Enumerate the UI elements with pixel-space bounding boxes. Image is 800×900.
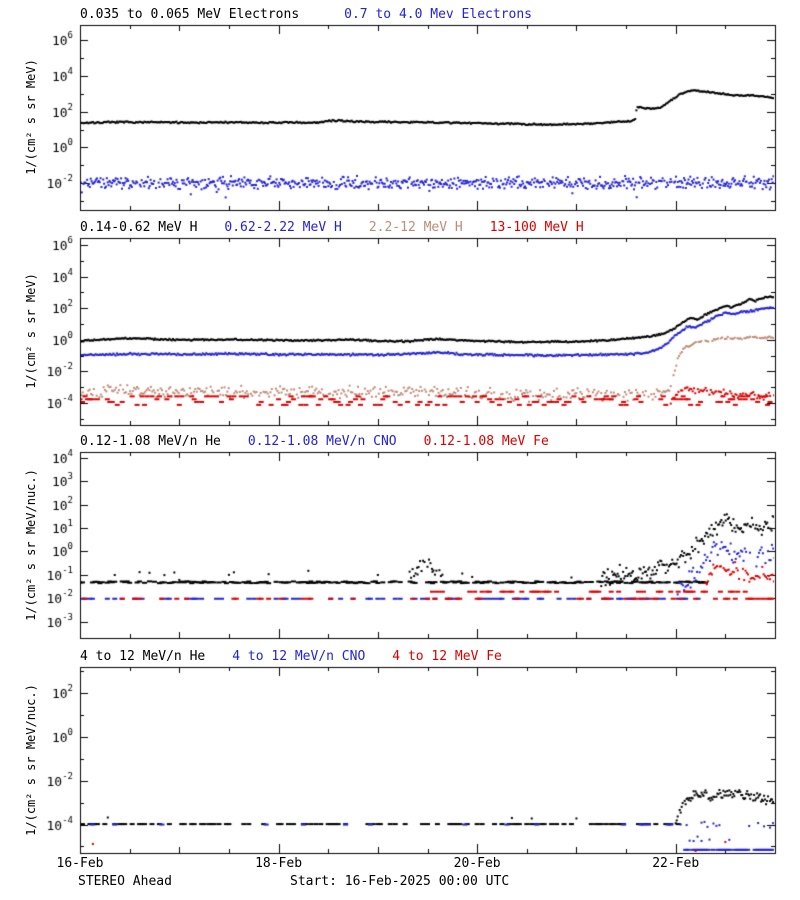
x-tick-label: 18-Feb: [255, 856, 303, 871]
start-time-label: Start: 16-Feb-2025 00:00 UTC: [290, 874, 510, 889]
panel2-y-axis-label: 1/(cm² s sr MeV): [24, 273, 38, 389]
series-title: 2.2-12 MeV H: [368, 220, 463, 235]
series-title: 0.12-1.08 MeV/n CNO: [247, 434, 397, 449]
series-title: 0.12-1.08 MeV/n He: [80, 434, 221, 449]
spacecraft-label: STEREO Ahead: [78, 874, 172, 889]
x-tick-label: 22-Feb: [652, 856, 700, 871]
x-tick-label: 20-Feb: [453, 856, 501, 871]
series-title: 4 to 12 MeV/n CNO: [232, 649, 366, 664]
series-title: 13-100 MeV H: [489, 220, 584, 235]
series-title: 0.62-2.22 MeV H: [224, 220, 342, 235]
panel1-y-axis-label: 1/(cm² s sr MeV): [24, 59, 38, 175]
series-title: 0.14-0.62 MeV H: [80, 220, 198, 235]
series-title: 0.035 to 0.065 MeV Electrons: [80, 7, 300, 22]
panel2-title-row: 0.14-0.62 MeV H 0.62-2.22 MeV H 2.2-12 MeV…: [80, 220, 584, 236]
panel4-title-row: 4 to 12 MeV/n He 4 to 12 MeV/n CNO 4 to 12…: [80, 649, 502, 665]
series-title: 4 to 12 MeV Fe: [392, 649, 502, 664]
panel3-y-axis-label: 1/(cm² s sr MeV/nuc.): [24, 469, 38, 621]
panel1-title-row: 0.035 to 0.065 MeV Electrons 0.7 to 4.0 M…: [80, 7, 532, 23]
series-title: 0.12-1.08 MeV Fe: [423, 434, 549, 449]
series-title: 0.7 to 4.0 Mev Electrons: [344, 7, 532, 22]
panel3-title-row: 0.12-1.08 MeV/n He 0.12-1.08 MeV/n CNO 0.1…: [80, 434, 549, 450]
x-tick-label: 16-Feb: [56, 856, 104, 871]
series-title: 4 to 12 MeV/n He: [80, 649, 206, 664]
panel4-y-axis-label: 1/(cm² s sr MeV/nuc.): [24, 684, 38, 836]
